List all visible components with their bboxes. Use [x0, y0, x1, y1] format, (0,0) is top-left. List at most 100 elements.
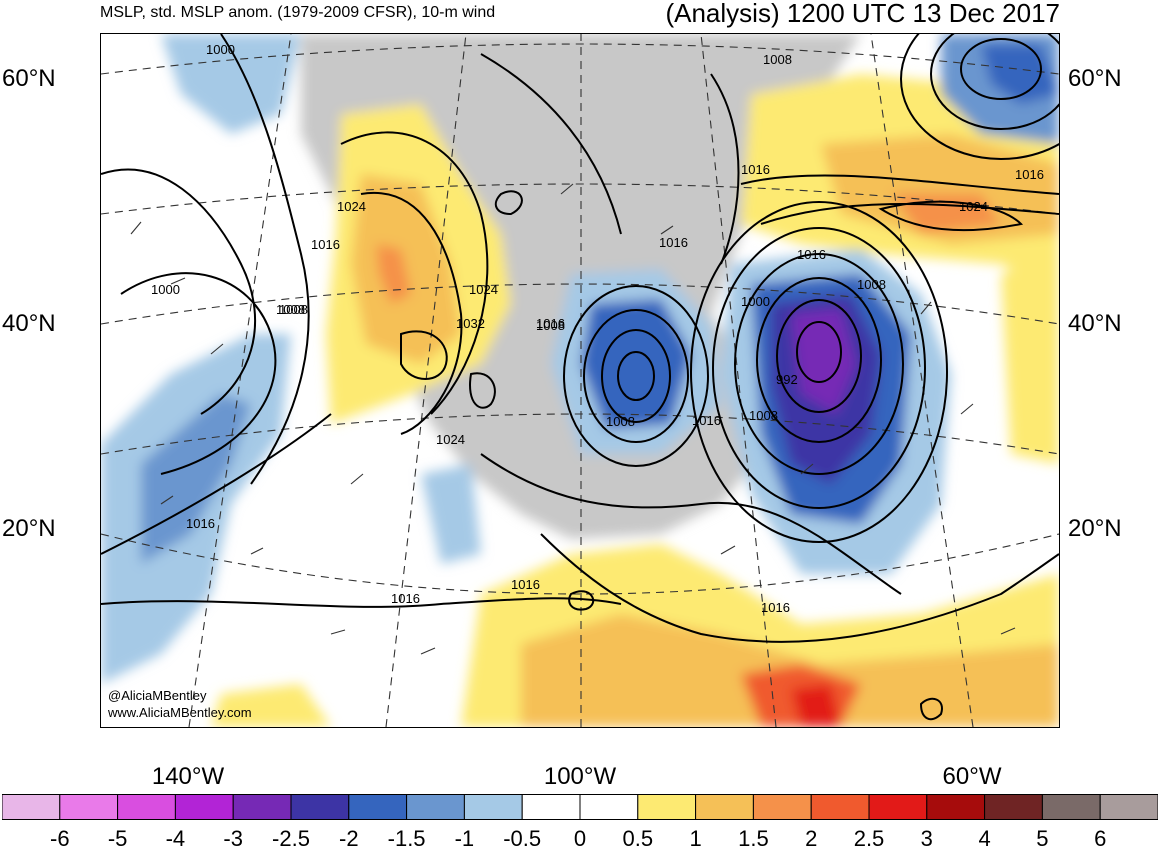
isobar-label: 1016	[659, 235, 688, 250]
colorbar-tick-label: 4	[978, 826, 991, 851]
positive-anomaly-southwest	[211, 684, 331, 727]
isobar-label: 1008	[536, 318, 565, 333]
isobar-label: 1016	[311, 237, 340, 252]
colorbar-tick-label: 0	[573, 826, 587, 851]
colorbar-tick-label: 2	[805, 826, 818, 851]
negative-anomaly-atlantic-peak	[791, 309, 856, 414]
wind-barb	[560, 183, 574, 195]
isobar-line	[710, 73, 740, 265]
positive-anomaly-northeast-core	[821, 134, 1059, 244]
isobar-label: 1000	[206, 42, 235, 57]
lon-label-60w: 60°W	[942, 763, 1002, 790]
wind-barb	[800, 463, 814, 475]
isobar-low-atlantic	[756, 277, 882, 443]
wind-barb	[130, 221, 142, 235]
isobar-label: 1024	[337, 199, 366, 214]
colorbar-tick-label: 5	[1036, 826, 1049, 851]
isobar-line	[480, 53, 622, 235]
isobar-label: 1000	[741, 294, 770, 309]
lat-label-60n-right: 60°N	[1068, 65, 1122, 92]
isobar-line	[120, 272, 277, 475]
colorbar-box	[463, 794, 523, 820]
colorbar-tick-label: -0.5	[503, 826, 542, 851]
colorbar-box	[1099, 794, 1159, 820]
colorbar-box	[59, 794, 119, 820]
isobar-line	[220, 34, 310, 485]
valid-time-title: (Analysis) 1200 UTC 13 Dec 2017	[665, 0, 1060, 28]
colorbar-box	[117, 794, 176, 820]
negative-anomaly-alaska	[161, 34, 301, 134]
isobar-label: 1016	[692, 413, 721, 428]
colorbar-tick-label: 1.5	[738, 826, 769, 851]
colorbar-box	[1041, 794, 1101, 820]
isobar-low-atlantic	[712, 227, 926, 509]
map-title: MSLP, std. MSLP anom. (1979-2009 CFSR), …	[100, 4, 496, 21]
isobar-line	[740, 174, 1059, 195]
wind-barbs	[130, 183, 1016, 655]
wind-barb	[960, 403, 974, 415]
colorbar-box	[406, 794, 465, 820]
isobar-low-northeast	[960, 38, 1042, 100]
isobar-low-atlantic	[690, 201, 948, 543]
anomaly-colorbar	[1, 794, 1159, 820]
isobar-low-northeast	[900, 34, 1059, 160]
colorbar-tick-label: 3	[920, 826, 933, 851]
credit-website: www.AliciaMBentley.com	[108, 705, 252, 720]
graticule-lat-40	[101, 283, 1059, 325]
isobar-label: 1032	[456, 316, 485, 331]
isobar-label: 1016	[1015, 167, 1044, 182]
positive-anomaly-east-edge	[1001, 254, 1059, 464]
colorbar-box	[232, 794, 292, 820]
colorbar-box	[868, 794, 928, 820]
wind-barb	[1000, 627, 1016, 635]
positive-anomaly-south-peak	[791, 684, 841, 727]
isobar-label: 1024	[469, 282, 498, 297]
colorbar-tick-label: -6	[50, 826, 70, 851]
colorbar-box	[695, 794, 754, 820]
isobar-line	[101, 168, 256, 415]
graticule-lat-20	[101, 533, 1059, 595]
anomaly-shading	[101, 34, 1059, 727]
wind-barb	[170, 277, 186, 285]
isobar-low-atlantic	[734, 253, 904, 475]
colorbar-box	[752, 794, 812, 820]
isobar-label: 1016	[797, 247, 826, 262]
isobar-label: 1008	[276, 302, 305, 317]
wind-barb	[250, 547, 264, 555]
graticule-lat-50	[101, 183, 1059, 215]
isobar-line	[540, 533, 1059, 643]
wind-barb	[350, 473, 364, 485]
isobar-line	[101, 597, 622, 608]
isobar-low-plains	[617, 351, 655, 401]
graticule-lat-60	[101, 43, 1059, 75]
colorbar-box	[637, 794, 697, 820]
lat-label-60n-left: 60°N	[2, 65, 56, 92]
colorbar-tick-label: 2.5	[853, 826, 885, 851]
isobar-line	[919, 697, 943, 721]
lon-label-140w: 140°W	[151, 763, 225, 790]
wind-barb	[420, 647, 436, 655]
colorbar-box	[579, 794, 639, 820]
lat-label-20n-left: 20°N	[2, 515, 56, 542]
isobar-label: 1008	[857, 277, 886, 292]
isobar-low-plains	[583, 309, 689, 443]
isobars	[101, 34, 1059, 721]
colorbar-box	[348, 794, 408, 820]
lat-label-20n-right: 20°N	[1068, 515, 1122, 542]
isobar-label: 1016	[536, 316, 565, 331]
isobar-label: 1016	[511, 577, 540, 592]
isobar-line	[469, 372, 496, 409]
colorbar-box	[810, 794, 870, 820]
colorbar-tick-label: 6	[1094, 826, 1107, 851]
isobar-line	[360, 191, 463, 435]
isobar-label: 1000	[151, 282, 180, 297]
isobar-low-plains	[563, 285, 709, 467]
colorbar-tick-label: -4	[165, 826, 186, 851]
isobar-line	[568, 590, 595, 611]
graticule-lon-80	[700, 34, 777, 727]
isobar-low-atlantic	[796, 321, 842, 383]
isobar-label: 1016	[186, 516, 215, 531]
wind-barb	[920, 301, 932, 315]
isobar-label: 1016	[391, 591, 420, 606]
colorbar-tick-label: -2	[339, 826, 359, 851]
